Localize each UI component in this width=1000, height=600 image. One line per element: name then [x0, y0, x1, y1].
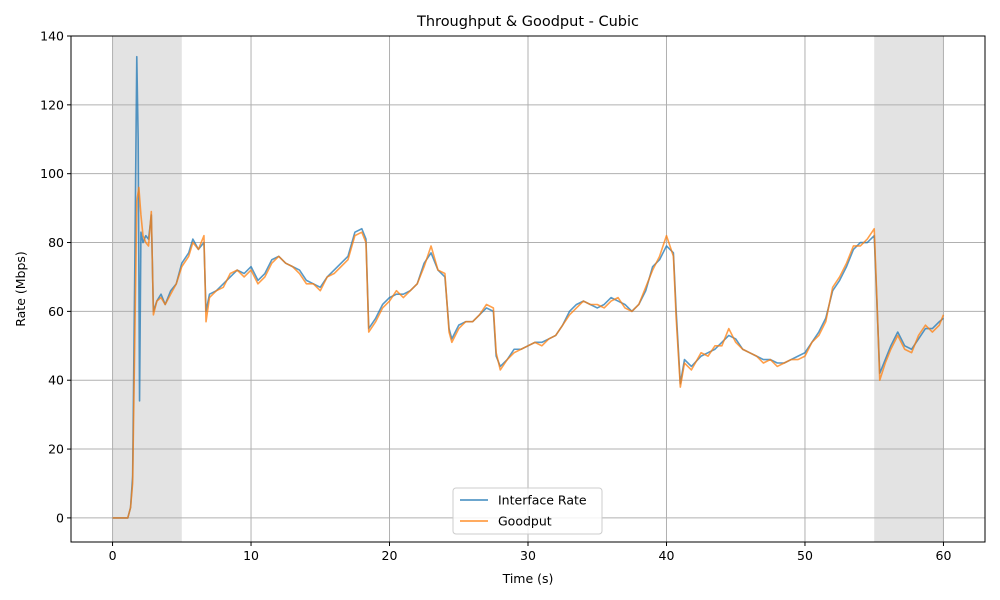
y-tick-label-140: 140: [40, 29, 64, 44]
legend-label-goodput: Goodput: [498, 514, 552, 529]
shaded-region-0: [112, 36, 182, 542]
y-tick-label-0: 0: [56, 510, 64, 525]
grid-lines: [71, 35, 985, 542]
x-axis-ticks: 0 10 20 30 40 50 60: [109, 542, 952, 563]
legend-label-interface-rate: Interface Rate: [498, 493, 587, 508]
x-tick-label-50: 50: [797, 548, 813, 563]
x-tick-label-30: 30: [520, 548, 536, 563]
x-tick-label-10: 10: [243, 548, 259, 563]
y-tick-label-120: 120: [40, 97, 64, 112]
y-tick-label-40: 40: [48, 373, 64, 388]
y-tick-label-20: 20: [48, 442, 64, 457]
x-axis-label: Time (s): [502, 571, 554, 586]
shaded-region-1: [874, 36, 944, 542]
x-tick-label-20: 20: [382, 548, 398, 563]
shaded-regions: [112, 36, 944, 542]
legend: Interface Rate Goodput: [452, 487, 603, 535]
y-tick-label-80: 80: [48, 235, 64, 250]
legend-box: [452, 487, 603, 535]
series-lines: [112, 55, 945, 519]
x-tick-label-40: 40: [659, 548, 675, 563]
chart-title: Throughput & Goodput - Cubic: [416, 14, 639, 30]
y-tick-label-100: 100: [40, 166, 64, 181]
y-axis-label: Rate (Mbps): [13, 251, 28, 327]
x-tick-label-0: 0: [109, 548, 117, 563]
series-line-goodput: [112, 186, 945, 519]
y-tick-label-60: 60: [48, 304, 64, 319]
x-tick-label-60: 60: [936, 548, 952, 563]
y-axis-ticks: 0 20 40 60 80 100 120 140: [40, 29, 71, 525]
